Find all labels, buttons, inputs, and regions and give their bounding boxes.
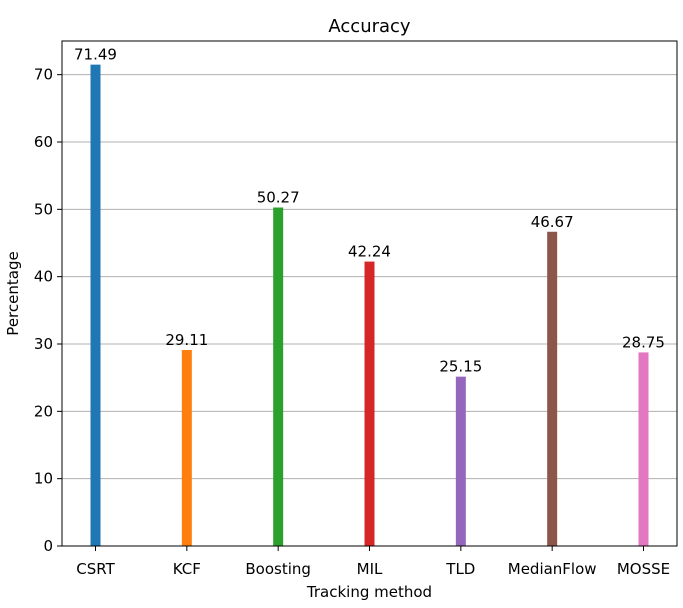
- y-tick-label-1: 10: [34, 470, 53, 488]
- y-tick-label-6: 60: [34, 133, 53, 151]
- y-axis: 0 10 20 30 40 50 60 70: [34, 66, 62, 555]
- bars: [90, 64, 649, 547]
- value-label-mil: 42.24: [348, 243, 391, 261]
- x-tick-label-mil: MIL: [357, 560, 383, 578]
- x-tick-label-mosse: MOSSE: [617, 560, 670, 578]
- bar-csrt: [90, 64, 101, 546]
- y-tick-label-5: 50: [34, 200, 53, 218]
- value-label-boosting: 50.27: [257, 189, 300, 207]
- x-tick-label-csrt: CSRT: [76, 560, 115, 578]
- bar-tld: [455, 376, 466, 546]
- y-tick-label-2: 20: [34, 402, 53, 420]
- y-tick-label-0: 0: [43, 537, 53, 555]
- bar-mosse: [638, 352, 649, 546]
- chart-title: Accuracy: [328, 16, 411, 37]
- y-tick-label-4: 40: [34, 268, 53, 286]
- bar-mil: [364, 261, 375, 546]
- x-axis-label: Tracking method: [306, 583, 432, 601]
- bar-kcf: [181, 349, 192, 546]
- y-tick-label-7: 70: [34, 66, 53, 84]
- value-label-mosse: 28.75: [622, 333, 665, 351]
- x-tick-label-kcf: KCF: [173, 560, 201, 578]
- value-label-medianflow: 46.67: [531, 213, 574, 231]
- x-tick-label-boosting: Boosting: [245, 560, 311, 578]
- bar-boosting: [273, 207, 284, 547]
- value-label-tld: 25.15: [439, 358, 482, 376]
- bar-medianflow: [547, 231, 558, 546]
- x-axis: CSRT KCF Boosting MIL TLD MedianFlow MOSSE: [76, 546, 670, 578]
- value-label-kcf: 29.11: [165, 331, 208, 349]
- x-tick-label-medianflow: MedianFlow: [508, 560, 597, 578]
- value-label-csrt: 71.49: [74, 46, 117, 64]
- y-tick-label-3: 30: [34, 335, 53, 353]
- y-axis-label: Percentage: [4, 251, 22, 335]
- value-labels: 71.49 29.11 50.27 42.24 25.15 46.67 28.75: [74, 46, 665, 376]
- x-tick-label-tld: TLD: [445, 560, 475, 578]
